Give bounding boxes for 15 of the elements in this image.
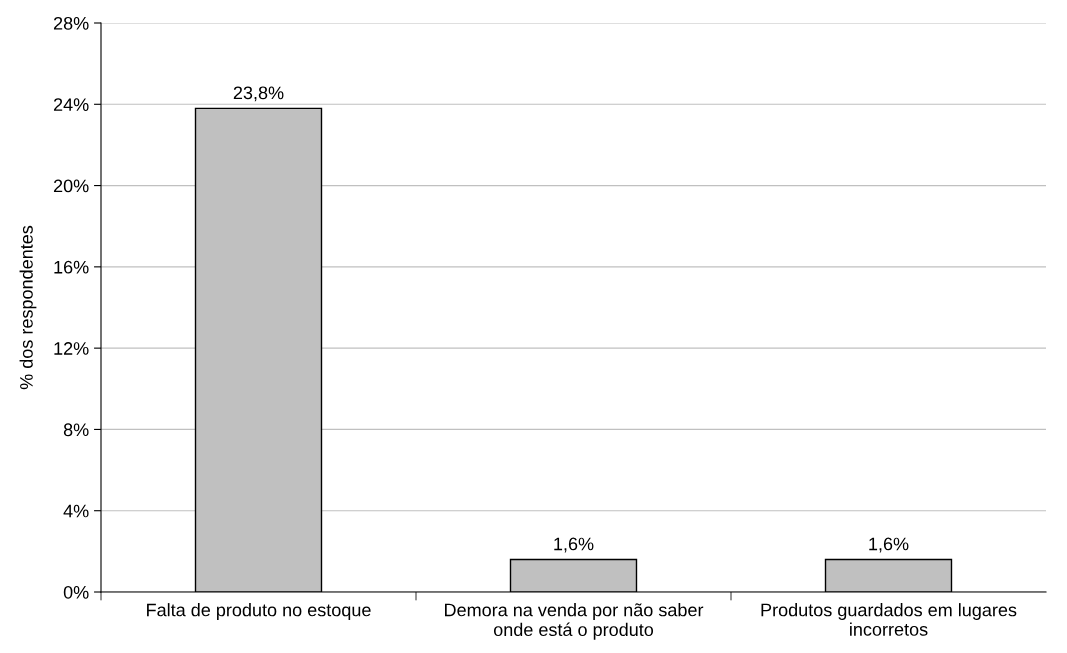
y-tick-label: 28% — [53, 16, 89, 30]
x-tick-label: Falta de produto no estoque — [147, 603, 371, 620]
x-tick-label: Produtos guardados em lugares incorretos — [761, 603, 1017, 636]
y-tick-label: 4% — [63, 504, 89, 518]
y-tick-label: 24% — [53, 98, 89, 111]
y-tick-label: 20% — [53, 179, 89, 193]
data-label: 1,6% — [869, 537, 909, 553]
y-tick-label: 16% — [54, 260, 89, 274]
y-tick-label: 12% — [54, 342, 89, 355]
y-tick-label: 8% — [63, 423, 89, 437]
y-tick-label: 0% — [63, 585, 89, 599]
x-tick-label: Demora na venda por não saber onde está o produto — [445, 603, 704, 640]
data-label: 1,6% — [554, 537, 594, 553]
y-axis-title: % dos respondentes — [19, 225, 37, 390]
data-label: 23,8% — [233, 86, 284, 102]
